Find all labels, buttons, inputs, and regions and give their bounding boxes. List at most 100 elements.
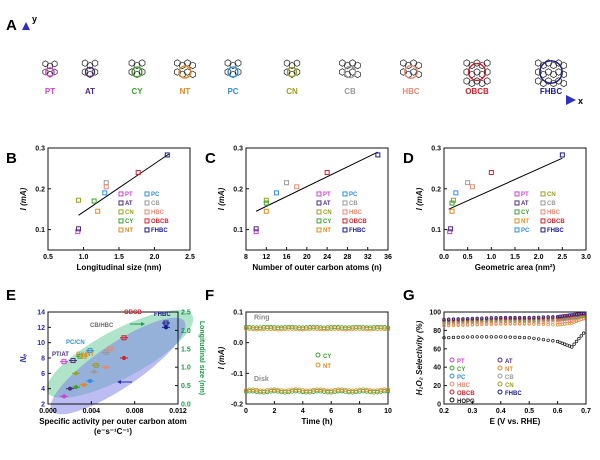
data-point-cb (465, 180, 471, 186)
molecule-label: HBC (402, 87, 420, 96)
series-point (537, 322, 541, 326)
x-tick-label: 8 (358, 408, 362, 415)
series-point (475, 322, 479, 326)
y-tick-label: 12 (37, 325, 45, 332)
y-tick-label: 10 (37, 340, 45, 347)
legend-marker (514, 191, 520, 197)
ring-outline (354, 70, 361, 79)
series-point (532, 315, 536, 320)
legend-marker (342, 191, 348, 197)
x-tick-label: 1.5 (114, 254, 124, 261)
plot-frame (245, 147, 389, 251)
legend-label: CN (505, 383, 514, 389)
ring-outline (91, 68, 99, 76)
molecule-cy: CY (128, 59, 146, 96)
series-point (537, 321, 541, 325)
series-point (532, 322, 536, 326)
ring-outline (463, 68, 471, 76)
y2-tick-label: 2.0 (181, 328, 191, 335)
series-point (537, 317, 541, 322)
molecule-hbc: HBC (400, 59, 422, 96)
series-point (451, 317, 456, 321)
ring-outline (483, 59, 491, 67)
ne-point-pc (88, 379, 92, 383)
ring-outline (560, 70, 567, 79)
x-tick-label: 16 (283, 254, 291, 261)
data-point-cn (263, 197, 269, 203)
series-point (489, 316, 493, 320)
legend-marker (449, 397, 455, 403)
series-point (508, 321, 512, 325)
ring-outline (234, 59, 242, 67)
data-point-nt (95, 208, 101, 214)
legend-marker (316, 227, 322, 233)
legend-marker (144, 209, 150, 215)
series-point (447, 323, 451, 327)
ring-outline (344, 61, 351, 70)
inner-ring (467, 62, 487, 82)
ring-annotation: Ring (254, 315, 270, 322)
series-point (466, 335, 470, 339)
ring-outline (81, 59, 89, 67)
size-point-pt (61, 359, 67, 365)
inner-ring (227, 66, 239, 78)
series-point (480, 318, 484, 322)
x-tick-label: 2 (272, 408, 276, 415)
legend-label: FHBC (151, 228, 168, 234)
legend-label: NT (323, 364, 331, 370)
x-tick-label: 0.4 (496, 408, 506, 415)
x-tick-label: 2.5 (557, 254, 567, 261)
series-point (466, 316, 470, 321)
legend-marker (316, 200, 322, 206)
series-point (489, 335, 493, 339)
ring-outline (293, 68, 301, 76)
data-point-cn (76, 197, 82, 203)
data-point-at (448, 226, 454, 232)
x-tick-label: 1.5 (510, 254, 520, 261)
x-tick-label: 2.0 (150, 254, 160, 261)
series-point (513, 321, 517, 325)
fit-line (78, 153, 169, 216)
ring-outline (463, 77, 471, 85)
molecule-row: PT AT CY NT PC CN CB HBC OBCB FHBC (42, 59, 567, 96)
plot-frame (443, 147, 587, 251)
ring-outline (224, 68, 232, 76)
panel-a: y x PT AT CY NT PC CN CB HBC OBCB FHBC (22, 14, 583, 106)
series-point (541, 322, 546, 327)
ring-outline (47, 62, 53, 70)
legend-marker (144, 200, 150, 206)
ring-outline (288, 70, 296, 79)
y-tick-label: 4 (41, 386, 45, 393)
ring-outline (51, 60, 58, 68)
inner-ring (45, 67, 55, 77)
y-tick-label: 8 (41, 356, 45, 363)
disk-annotation: Disk (254, 376, 269, 383)
x-tick-label: 0.5 (463, 254, 473, 261)
series-point (522, 315, 527, 320)
a-x-arrow-icon (566, 95, 576, 105)
data-point-cn (450, 197, 456, 203)
series-point (447, 317, 451, 321)
disk-point (385, 387, 391, 392)
ring-outline (47, 70, 53, 78)
legend-label: CY (323, 219, 331, 225)
data-point-hbc (294, 184, 300, 190)
y-axis-label: I (mA) (415, 187, 424, 210)
size-point-cb (103, 349, 109, 355)
inner-ring (131, 66, 143, 78)
legend-label: AT (521, 201, 529, 207)
series-point (470, 335, 475, 339)
data-point-obcb (324, 169, 330, 175)
x-tick-label: 4 (301, 408, 305, 415)
x-axis-units: (e⁻s⁻¹C⁻¹) (94, 427, 132, 436)
x-tick-label: 28 (344, 254, 352, 261)
ring-outline (535, 59, 542, 67)
legend-label: CB (505, 375, 514, 381)
legend-marker (144, 227, 150, 233)
series-point (546, 320, 550, 325)
series-point (518, 321, 522, 325)
y2-tick-label: 1.0 (181, 365, 191, 372)
legend-marker (540, 191, 546, 197)
series-point (522, 317, 527, 322)
legend-label: CY (521, 210, 529, 216)
